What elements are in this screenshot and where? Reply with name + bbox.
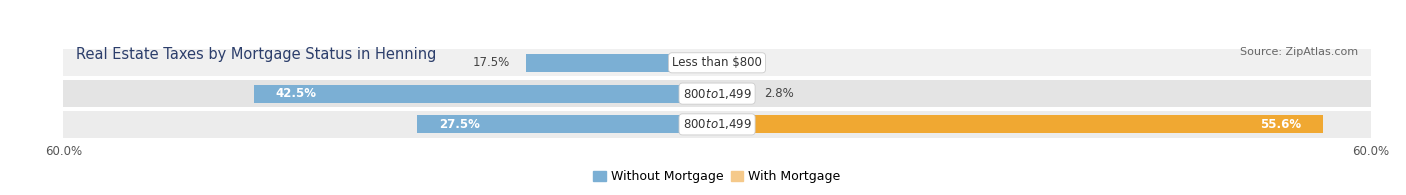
Text: Source: ZipAtlas.com: Source: ZipAtlas.com: [1240, 47, 1358, 57]
Text: Less than $800: Less than $800: [672, 56, 762, 69]
Bar: [717, 115, 1323, 133]
Bar: [254, 85, 717, 103]
Text: $800 to $1,499: $800 to $1,499: [682, 87, 752, 101]
Text: 27.5%: 27.5%: [439, 118, 479, 131]
Legend: Without Mortgage, With Mortgage: Without Mortgage, With Mortgage: [588, 165, 846, 188]
Bar: [717, 85, 748, 103]
Bar: [63, 49, 1371, 76]
Text: 42.5%: 42.5%: [276, 87, 316, 100]
Text: 0.0%: 0.0%: [734, 56, 763, 69]
Text: 55.6%: 55.6%: [1260, 118, 1301, 131]
Text: Real Estate Taxes by Mortgage Status in Henning: Real Estate Taxes by Mortgage Status in …: [76, 47, 437, 62]
Bar: [63, 80, 1371, 107]
Bar: [418, 115, 717, 133]
Text: $800 to $1,499: $800 to $1,499: [682, 117, 752, 131]
Bar: [526, 54, 717, 72]
Bar: [63, 111, 1371, 138]
Text: 17.5%: 17.5%: [472, 56, 510, 69]
Text: 2.8%: 2.8%: [763, 87, 793, 100]
